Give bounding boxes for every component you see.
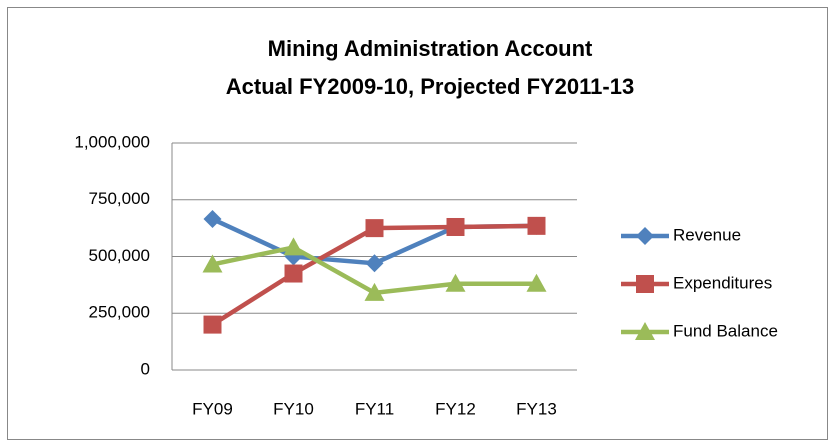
legend-marker xyxy=(636,275,654,293)
legend-marker xyxy=(636,227,654,245)
data-point xyxy=(284,264,303,283)
legend-label: Revenue xyxy=(673,225,741,244)
data-point xyxy=(203,315,222,334)
chart-subtitle: Actual FY2009-10, Projected FY2011-13 xyxy=(226,74,634,99)
x-tick-label: FY13 xyxy=(516,399,557,418)
y-tick-label: 0 xyxy=(141,359,150,378)
legend-label: Expenditures xyxy=(673,273,772,292)
x-tick-label: FY09 xyxy=(192,399,233,418)
chart-border xyxy=(7,7,828,440)
y-tick-label: 500,000 xyxy=(89,246,150,265)
y-tick-label: 750,000 xyxy=(89,189,150,208)
chart-title: Mining Administration Account xyxy=(268,36,593,61)
data-point xyxy=(364,282,385,301)
y-tick-label: 1,000,000 xyxy=(74,132,150,151)
data-point xyxy=(446,217,465,236)
data-point xyxy=(445,273,466,292)
data-point xyxy=(203,210,222,229)
x-tick-label: FY11 xyxy=(355,399,394,418)
data-point xyxy=(365,254,384,273)
data-point xyxy=(202,254,223,273)
data-point xyxy=(365,219,384,238)
data-point xyxy=(527,216,546,235)
data-point xyxy=(283,237,304,256)
x-tick-label: FY12 xyxy=(435,399,476,418)
data-point xyxy=(526,273,547,292)
legend-label: Fund Balance xyxy=(673,321,778,340)
y-tick-label: 250,000 xyxy=(89,303,150,322)
x-tick-label: FY10 xyxy=(273,399,314,418)
legend-marker xyxy=(635,322,655,340)
